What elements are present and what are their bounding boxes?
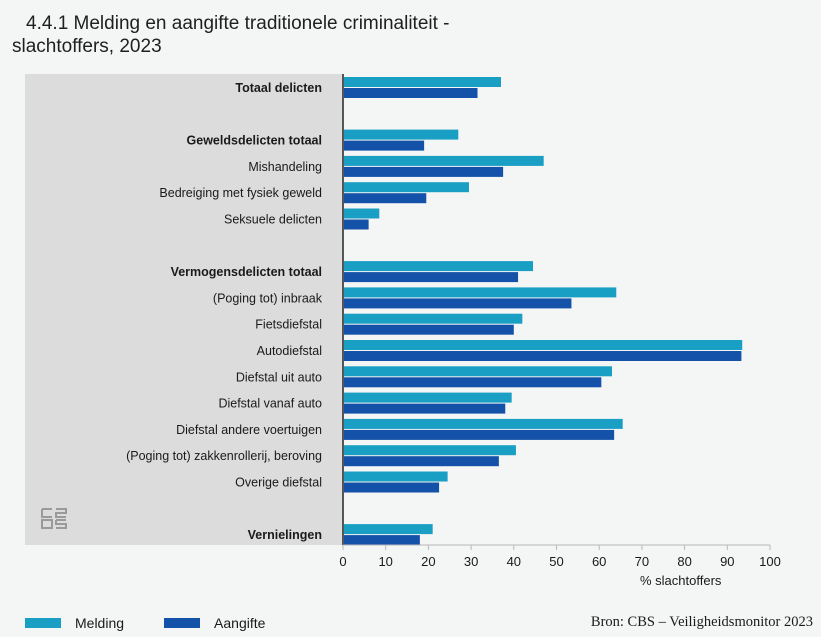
bar-aangifte (343, 272, 519, 283)
x-tick-label: 10 (378, 554, 392, 569)
bar-melding (343, 340, 743, 350)
bar-aangifte (343, 219, 369, 230)
category-label: Geweldsdelicten totaal (187, 134, 322, 148)
legend-swatch-aangifte (164, 618, 201, 628)
source-note: Bron: CBS – Veiligheidsmonitor 2023 (590, 614, 813, 630)
legend-item-melding: Melding (25, 615, 124, 631)
category-label: Diefstal andere voertuigen (176, 423, 322, 437)
bar-aangifte (343, 298, 572, 309)
bar-aangifte (343, 403, 506, 414)
bar-melding (343, 392, 512, 403)
bar-aangifte (343, 88, 478, 98)
x-tick-label: 100 (759, 554, 781, 569)
bar-melding (343, 77, 501, 87)
category-label: Overige diefstal (235, 476, 322, 490)
x-tick-label: 60 (592, 554, 606, 569)
bar-melding (343, 261, 534, 272)
chart-title-line1: 4.4.1 Melding en aangifte traditionele c… (26, 13, 450, 34)
category-label: Mishandeling (248, 160, 322, 174)
x-tick-label: 0 (339, 554, 346, 569)
category-label: (Poging tot) zakkenrollerij, beroving (126, 449, 322, 463)
x-tick-label: 40 (507, 554, 521, 569)
category-label: (Poging tot) inbraak (213, 291, 323, 305)
x-tick-label: 80 (677, 554, 691, 569)
bar-melding (343, 313, 523, 324)
cbs-logo-icon (41, 508, 67, 529)
bar-aangifte (343, 351, 742, 361)
category-label: Diefstal vanaf auto (218, 397, 322, 411)
x-axis-title: % slachtoffers (640, 573, 722, 588)
bar-melding (343, 155, 544, 166)
bar-melding (343, 524, 433, 535)
bar-aangifte (343, 482, 440, 493)
x-tick-label: 20 (421, 554, 435, 569)
bar-aangifte (343, 140, 425, 151)
legend-swatch-melding (25, 618, 61, 628)
bar-aangifte (343, 324, 514, 335)
category-label: Vernielingen (248, 528, 322, 542)
chart-title: 4.4.1 Melding en aangifte traditionele c… (12, 12, 632, 58)
category-label: Bedreiging met fysiek geweld (159, 186, 322, 200)
category-label: Diefstal uit auto (236, 370, 322, 384)
bar-melding (343, 418, 623, 429)
bar-melding (343, 366, 613, 377)
category-label: Totaal delicten (235, 81, 322, 95)
bar-melding (343, 445, 516, 456)
legend-label-melding: Melding (75, 615, 125, 631)
bar-melding (343, 129, 459, 140)
x-tick-label: 70 (635, 554, 649, 569)
category-label: Seksuele delicten (224, 213, 322, 227)
bar-melding (343, 471, 448, 482)
x-tick-label: 90 (720, 554, 734, 569)
x-tick-label: 30 (464, 554, 478, 569)
legend-item-aangifte: Aangifte (164, 615, 265, 631)
category-label: Vermogensdelicten totaal (171, 265, 322, 279)
bar-aangifte (343, 535, 420, 546)
bar-aangifte (343, 166, 504, 177)
legend-label-aangifte: Aangifte (214, 615, 266, 631)
bar-melding (343, 208, 380, 219)
legend: Melding Aangifte (25, 615, 305, 631)
bar-aangifte (343, 429, 615, 440)
category-label-panel (25, 74, 342, 545)
bar-aangifte (343, 456, 499, 467)
category-label: Fietsdiefstal (255, 318, 322, 332)
chart-title-line2: slachtoffers, 2023 (12, 36, 162, 57)
bar-aangifte (343, 193, 427, 204)
bar-aangifte (343, 377, 602, 388)
category-label: Autodiefstal (257, 344, 322, 358)
bar-melding (343, 182, 469, 193)
x-tick-label: 50 (549, 554, 563, 569)
bar-melding (343, 287, 617, 298)
